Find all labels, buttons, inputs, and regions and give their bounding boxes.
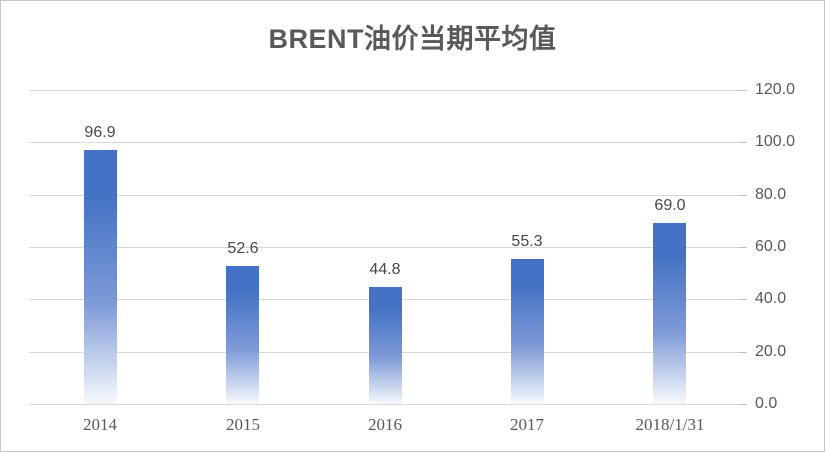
gridline [29, 404, 741, 405]
tick-mark [738, 247, 747, 248]
bar-value-label: 55.3 [511, 233, 543, 250]
bar [511, 259, 544, 404]
bar [226, 266, 259, 404]
bar [84, 150, 117, 404]
gridline [29, 247, 741, 248]
y-axis-label: 40.0 [755, 290, 787, 307]
y-axis-label: 20.0 [755, 343, 787, 360]
chart-title: BRENT油价当期平均值 [268, 24, 557, 54]
bar-value-label: 44.8 [369, 261, 401, 278]
tick-mark [738, 90, 747, 91]
x-axis-label: 2017 [510, 415, 544, 434]
y-axis-label: 60.0 [755, 238, 787, 255]
y-axis-label: 0.0 [755, 395, 778, 412]
y-axis-label: 80.0 [755, 186, 787, 203]
tick-mark [738, 352, 747, 353]
tick-mark [738, 195, 747, 196]
gridline [29, 195, 741, 196]
bar [653, 223, 686, 404]
x-axis-label: 2015 [226, 415, 260, 434]
bar-value-label: 96.9 [84, 124, 116, 141]
bar-value-label: 69.0 [654, 197, 686, 214]
y-axis-label: 100.0 [755, 133, 796, 150]
x-axis-label: 2014 [83, 415, 117, 434]
gridline [29, 142, 741, 143]
y-axis-label: 120.0 [755, 81, 796, 98]
x-axis-label: 2018/1/31 [635, 415, 705, 434]
tick-mark [738, 404, 747, 405]
x-axis-label: 2016 [368, 415, 402, 434]
bar-value-label: 52.6 [227, 240, 259, 257]
tick-mark [738, 142, 747, 143]
bar [369, 287, 402, 404]
tick-mark [738, 299, 747, 300]
gridline [29, 90, 741, 91]
